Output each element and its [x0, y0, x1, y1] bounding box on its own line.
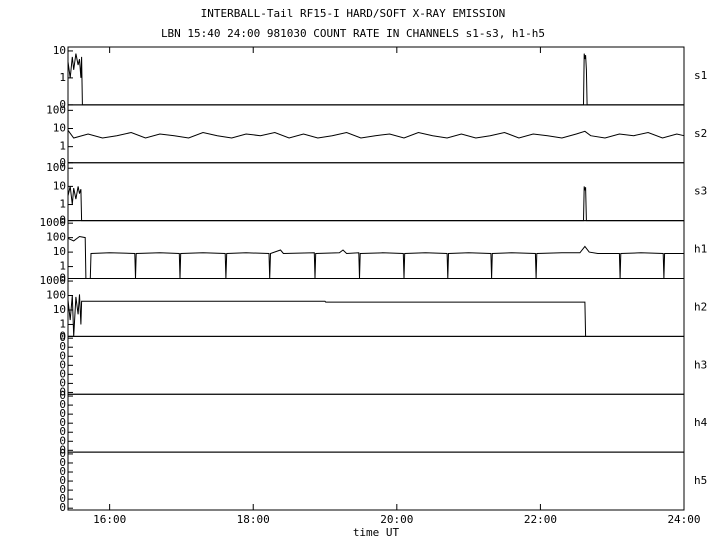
- channel-label: h1: [694, 243, 707, 256]
- y-tick-label: 0: [59, 501, 66, 514]
- channel-label: s3: [694, 185, 707, 198]
- y-tick-label: 0: [59, 416, 66, 429]
- channel-label: h3: [694, 358, 707, 371]
- count-trace: [67, 53, 684, 106]
- chart-title: INTERBALL-Tail RF15-I HARD/SOFT X-RAY EM…: [201, 7, 506, 20]
- x-tick-label: 16:00: [93, 513, 126, 526]
- y-tick-label: 0: [59, 340, 66, 353]
- count-trace: [67, 294, 587, 337]
- y-tick-label: 10: [53, 179, 66, 192]
- panel-frame: [67, 162, 685, 222]
- y-tick-label: 0: [59, 483, 66, 496]
- y-tick-label: 0: [59, 443, 66, 456]
- x-tick-label: 24:00: [667, 513, 700, 526]
- y-tick-label: 0: [59, 385, 66, 398]
- count-trace: [67, 130, 685, 139]
- y-tick-label: 1000: [40, 274, 67, 287]
- panel-frame: [67, 393, 685, 453]
- y-tick-label: 100: [46, 289, 66, 302]
- count-trace: [67, 235, 684, 279]
- y-tick-label: 0: [59, 367, 66, 380]
- y-tick-label: 1: [59, 198, 66, 211]
- y-tick-label: 0: [59, 398, 66, 411]
- y-tick-label: 0: [59, 389, 66, 402]
- y-tick-label: 0: [59, 474, 66, 487]
- y-tick-label: 0: [59, 331, 66, 344]
- panel-frame: [67, 220, 685, 279]
- channel-label: h4: [694, 416, 708, 429]
- panel-frame: [67, 335, 685, 395]
- y-tick-label: 10: [53, 122, 66, 135]
- x-tick-label: 20:00: [380, 513, 413, 526]
- y-tick-label: 0: [59, 425, 66, 438]
- y-tick-label: 0: [59, 329, 66, 342]
- chart-subtitle: LBN 15:40 24:00 981030 COUNT RATE IN CHA…: [161, 27, 545, 40]
- y-tick-label: 1: [59, 260, 66, 273]
- y-tick-label: 0: [59, 447, 66, 460]
- y-tick-label: 0: [59, 434, 66, 447]
- channel-label: s2: [694, 127, 707, 140]
- y-tick-label: 0: [59, 492, 66, 505]
- y-tick-label: 1: [59, 317, 66, 330]
- y-tick-label: 1: [59, 71, 66, 84]
- y-tick-label: 10: [53, 44, 66, 57]
- x-tick-label: 18:00: [237, 513, 270, 526]
- panel-frame: [67, 451, 685, 511]
- channel-label: s1: [694, 69, 707, 82]
- y-tick-label: 1000: [40, 216, 67, 229]
- channel-label: h5: [694, 474, 707, 487]
- count-trace: [67, 186, 684, 222]
- y-tick-label: 100: [46, 103, 66, 116]
- y-tick-label: 0: [59, 272, 66, 285]
- x-axis-label: time UT: [353, 526, 400, 539]
- y-tick-label: 0: [59, 214, 66, 227]
- y-tick-label: 0: [59, 407, 66, 420]
- y-tick-label: 1: [59, 140, 66, 153]
- x-tick-label: 22:00: [524, 513, 557, 526]
- panel-frame: [67, 46, 685, 106]
- channel-label: h2: [694, 300, 707, 313]
- y-tick-label: 0: [59, 456, 66, 469]
- y-tick-label: 10: [53, 303, 66, 316]
- y-tick-label: 0: [59, 98, 66, 111]
- y-tick-label: 10: [53, 245, 66, 258]
- y-tick-label: 0: [59, 376, 66, 389]
- y-tick-label: 0: [59, 156, 66, 169]
- y-tick-label: 0: [59, 349, 66, 362]
- y-tick-label: 0: [59, 358, 66, 371]
- y-tick-label: 100: [46, 231, 66, 244]
- panel-frame: [67, 278, 685, 337]
- y-tick-label: 100: [46, 161, 66, 174]
- y-tick-label: 0: [59, 465, 66, 478]
